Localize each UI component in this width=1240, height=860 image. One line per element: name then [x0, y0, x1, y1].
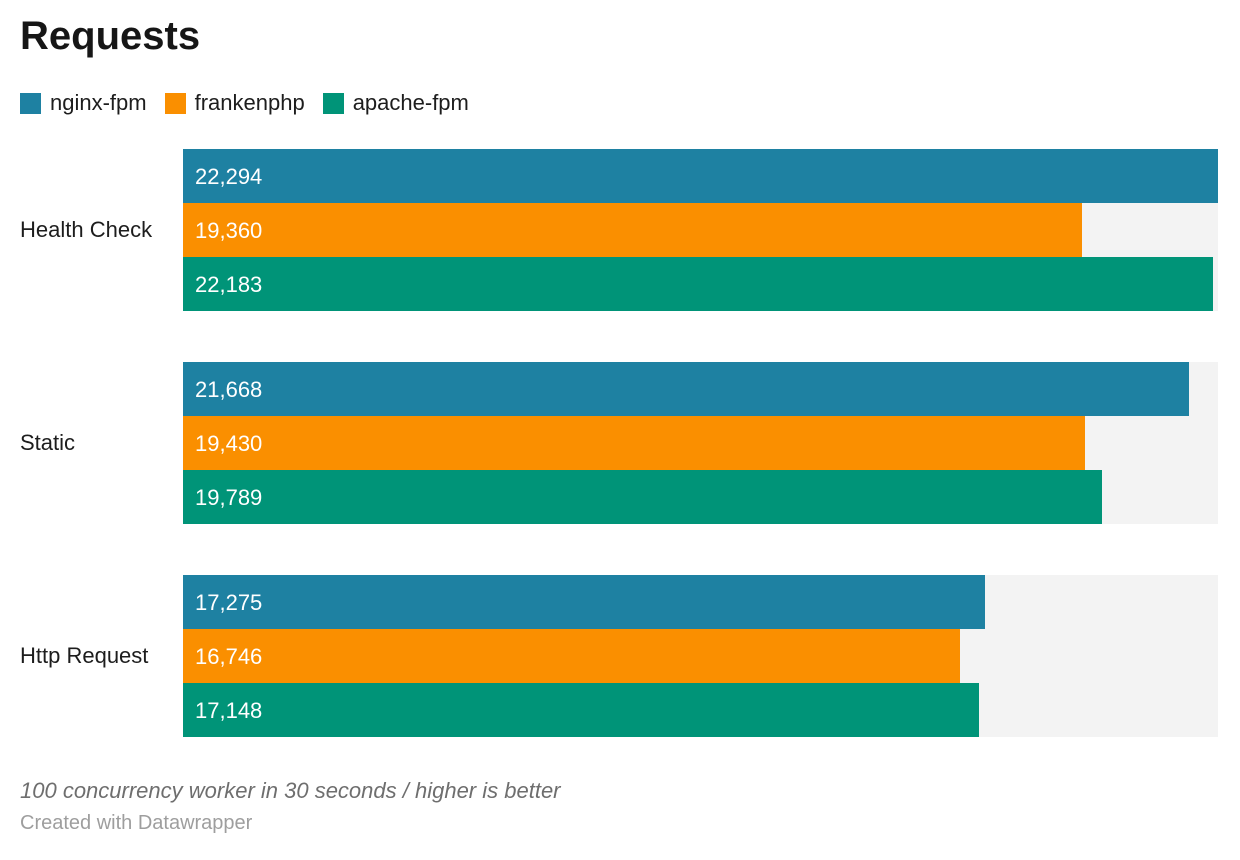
- bar-group: Health Check 22,294 19,360 22,183: [20, 149, 1218, 311]
- category-cell: Http Request: [20, 575, 183, 737]
- bar-value-label: 19,360: [195, 218, 263, 243]
- bar-value-label: 17,148: [195, 698, 263, 723]
- bar-nginx-fpm: 21,668: [183, 362, 1189, 416]
- legend-swatch-icon: [322, 92, 344, 114]
- category-label: Http Request: [20, 643, 149, 668]
- bar-value-label: 19,789: [195, 485, 263, 510]
- bar-group: Http Request 17,275 16,746 17,148: [20, 575, 1218, 737]
- bar-frankenphp: 16,746: [183, 629, 961, 683]
- datawrapper-attribution: Created with Datawrapper: [20, 812, 253, 834]
- legend: nginx-fpm frankenphp apache-fpm: [20, 91, 1218, 115]
- bar-frankenphp: 19,430: [183, 416, 1086, 470]
- bar-value-label: 21,668: [195, 377, 263, 402]
- bar-nginx-fpm: 17,275: [183, 575, 985, 629]
- bar-apache-fpm: 17,148: [183, 683, 980, 737]
- legend-item-apache-fpm: apache-fpm: [322, 90, 469, 115]
- bar-track: 19,789: [183, 470, 1218, 524]
- bars-stack: 17,275 16,746 17,148: [183, 575, 1218, 737]
- bar-track: 17,148: [183, 683, 1218, 737]
- bars-stack: 22,294 19,360 22,183: [183, 149, 1218, 311]
- legend-swatch-icon: [20, 92, 41, 114]
- bar-value-label: 19,430: [195, 431, 263, 456]
- bar-track: 16,746: [183, 629, 1218, 683]
- bar-value-label: 22,183: [195, 272, 263, 297]
- bars-stack: 21,668 19,430 19,789: [183, 362, 1218, 524]
- chart-note: 100 concurrency worker in 30 seconds / h…: [20, 778, 561, 803]
- legend-item-frankenphp: frankenphp: [164, 90, 305, 115]
- category-label: Health Check: [20, 217, 153, 242]
- category-cell: Static: [20, 362, 183, 524]
- category-cell: Health Check: [20, 149, 183, 311]
- category-label: Static: [20, 430, 76, 455]
- legend-label: frankenphp: [194, 90, 305, 115]
- legend-label: nginx-fpm: [50, 90, 147, 115]
- bar-apache-fpm: 19,789: [183, 470, 1102, 524]
- bar-value-label: 17,275: [195, 590, 263, 615]
- legend-item-nginx-fpm: nginx-fpm: [20, 91, 147, 115]
- legend-swatch-icon: [164, 92, 186, 114]
- bar-frankenphp: 19,360: [183, 203, 1082, 257]
- bar-apache-fpm: 22,183: [183, 257, 1213, 311]
- legend-label: apache-fpm: [352, 90, 469, 115]
- bar-track: 19,430: [183, 416, 1218, 470]
- bar-track: 19,360: [183, 203, 1218, 257]
- bar-track: 21,668: [183, 362, 1218, 416]
- bar-value-label: 22,294: [195, 164, 263, 189]
- bar-track: 22,294: [183, 149, 1218, 203]
- bar-track: 17,275: [183, 575, 1218, 629]
- chart-title: Requests: [20, 14, 201, 58]
- bar-value-label: 16,746: [195, 644, 263, 669]
- bar-group: Static 21,668 19,430 19,789: [20, 362, 1218, 524]
- bar-chart-plot: Health Check 22,294 19,360 22,183 Static 21,6…: [20, 149, 1218, 737]
- bar-nginx-fpm: 22,294: [183, 149, 1218, 203]
- bar-track: 22,183: [183, 257, 1218, 311]
